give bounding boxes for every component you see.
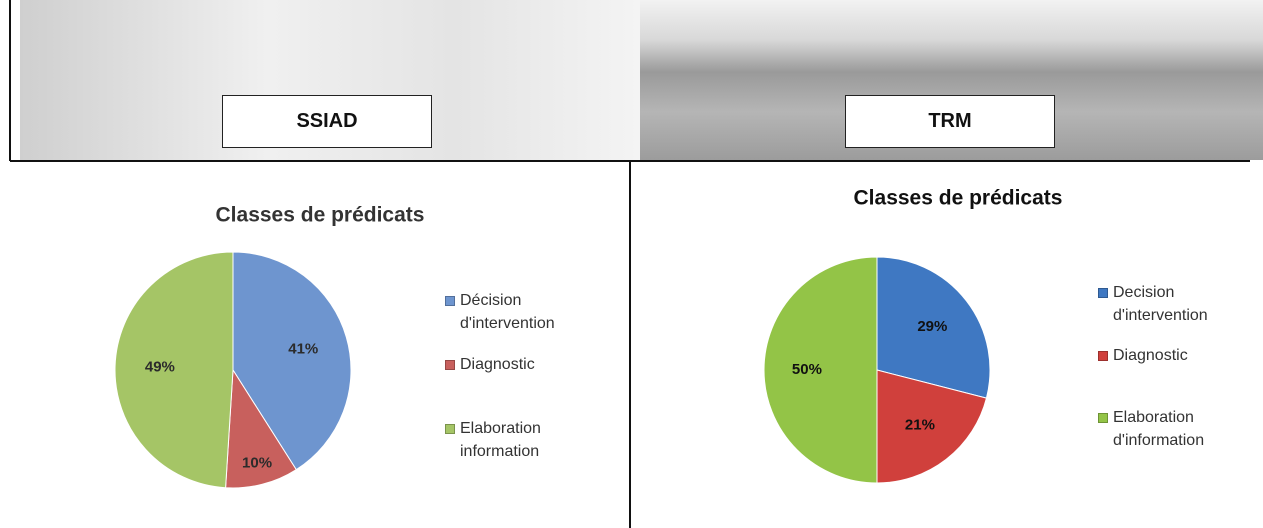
legend-item: Décision d'intervention xyxy=(445,289,595,335)
chart-title: Classes de prédicats xyxy=(854,187,1063,210)
pie-slice xyxy=(225,368,297,489)
data-label: 10% xyxy=(242,455,272,472)
legend-swatch xyxy=(1098,351,1108,361)
legend-item: Decision d'intervention xyxy=(1098,281,1248,327)
legend-label: Diagnostic xyxy=(460,356,535,373)
legend-item: Diagnostic xyxy=(1098,344,1248,367)
legend-label: Diagnostic xyxy=(1113,347,1188,364)
data-label: 21% xyxy=(905,416,935,433)
legend-label: Décision d'intervention xyxy=(460,292,555,332)
legend-label: Elaboration information xyxy=(460,420,541,460)
legend-item: Elaboration information xyxy=(445,417,595,463)
pie-slice xyxy=(232,251,352,471)
legend-swatch xyxy=(445,296,455,306)
legend-item: Elaboration d'information xyxy=(1098,406,1248,452)
legend-swatch xyxy=(1098,288,1108,298)
header-label: SSIAD xyxy=(222,95,432,148)
data-label: 41% xyxy=(288,341,318,358)
data-label: 29% xyxy=(917,318,947,335)
legend-label: Elaboration d'information xyxy=(1113,409,1205,449)
pie-slice xyxy=(114,251,234,489)
header-label: TRM xyxy=(845,95,1055,148)
data-label: 50% xyxy=(792,361,822,378)
legend-swatch xyxy=(445,360,455,370)
pie-slice xyxy=(876,369,988,484)
legend-item: Diagnostic xyxy=(445,353,595,376)
legend-label: Decision d'intervention xyxy=(1113,284,1208,324)
pie-slice xyxy=(876,256,991,399)
data-label: 49% xyxy=(145,359,175,376)
pie-slice xyxy=(763,256,878,484)
chart-title: Classes de prédicats xyxy=(216,204,425,227)
legend-swatch xyxy=(1098,413,1108,423)
legend-swatch xyxy=(445,424,455,434)
